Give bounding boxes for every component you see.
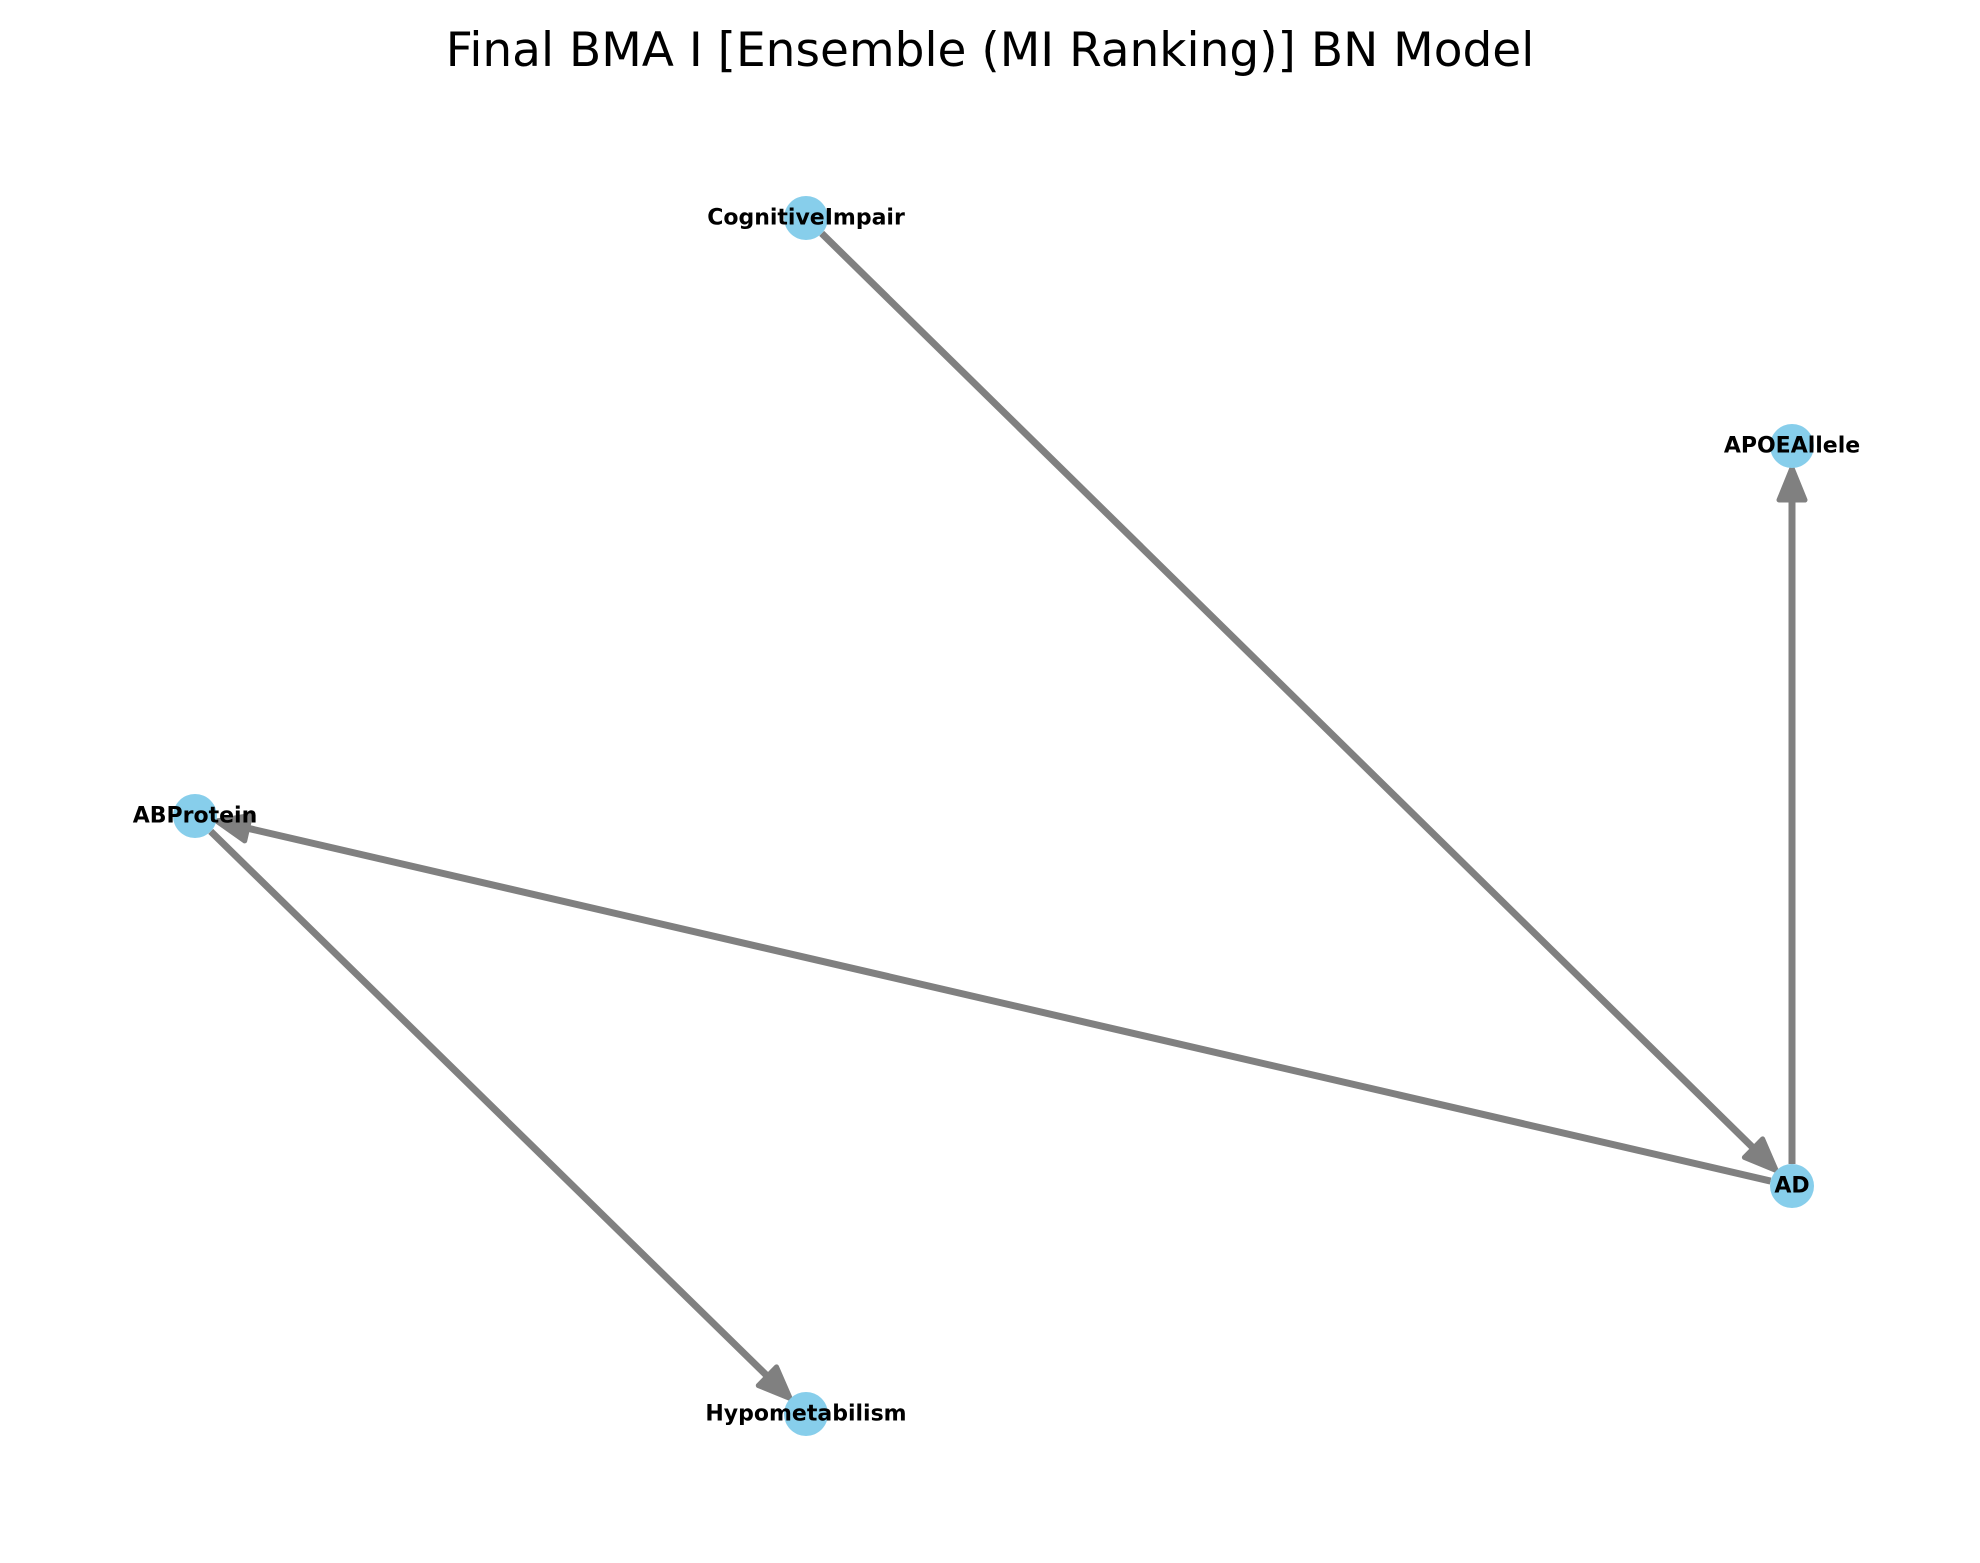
arrowhead (213, 813, 253, 844)
edge-ad-to-abprotein (213, 813, 1772, 1185)
edge-ad-to-apoeallele (1776, 465, 1808, 1164)
node-label-hypometabilism: Hypometabilism (705, 1402, 906, 1427)
node-label-abprotein: ABProtein (133, 804, 258, 829)
node-ad (1770, 1164, 1814, 1208)
node-label-ad: AD (1774, 1174, 1809, 1199)
arrowhead (1741, 1136, 1779, 1174)
node-abprotein (173, 794, 217, 838)
node-apoeallele (1770, 424, 1814, 468)
figure-title: Final BMA I [Ensemble (MI Ranking)] BN M… (446, 23, 1535, 78)
arrowhead (1776, 465, 1808, 503)
node-label-apoeallele: APOEAllele (1724, 434, 1860, 459)
edge-line (208, 828, 773, 1382)
nodes-layer (173, 196, 1814, 1436)
edge-cognitiveimpair-to-ad (819, 230, 1779, 1174)
node-label-cognitiveimpair: CognitiveImpair (707, 206, 905, 231)
arrowhead (755, 1364, 793, 1402)
edges-layer (208, 230, 1808, 1402)
node-cognitiveimpair (784, 196, 828, 240)
edge-line (242, 823, 1772, 1185)
node-hypometabilism (784, 1392, 828, 1436)
edge-line (819, 230, 1759, 1154)
edge-abprotein-to-hypometabilism (208, 828, 793, 1402)
labels-layer: CognitiveImpair APOEAllele ABProtein AD Hypo… (133, 206, 1860, 1427)
